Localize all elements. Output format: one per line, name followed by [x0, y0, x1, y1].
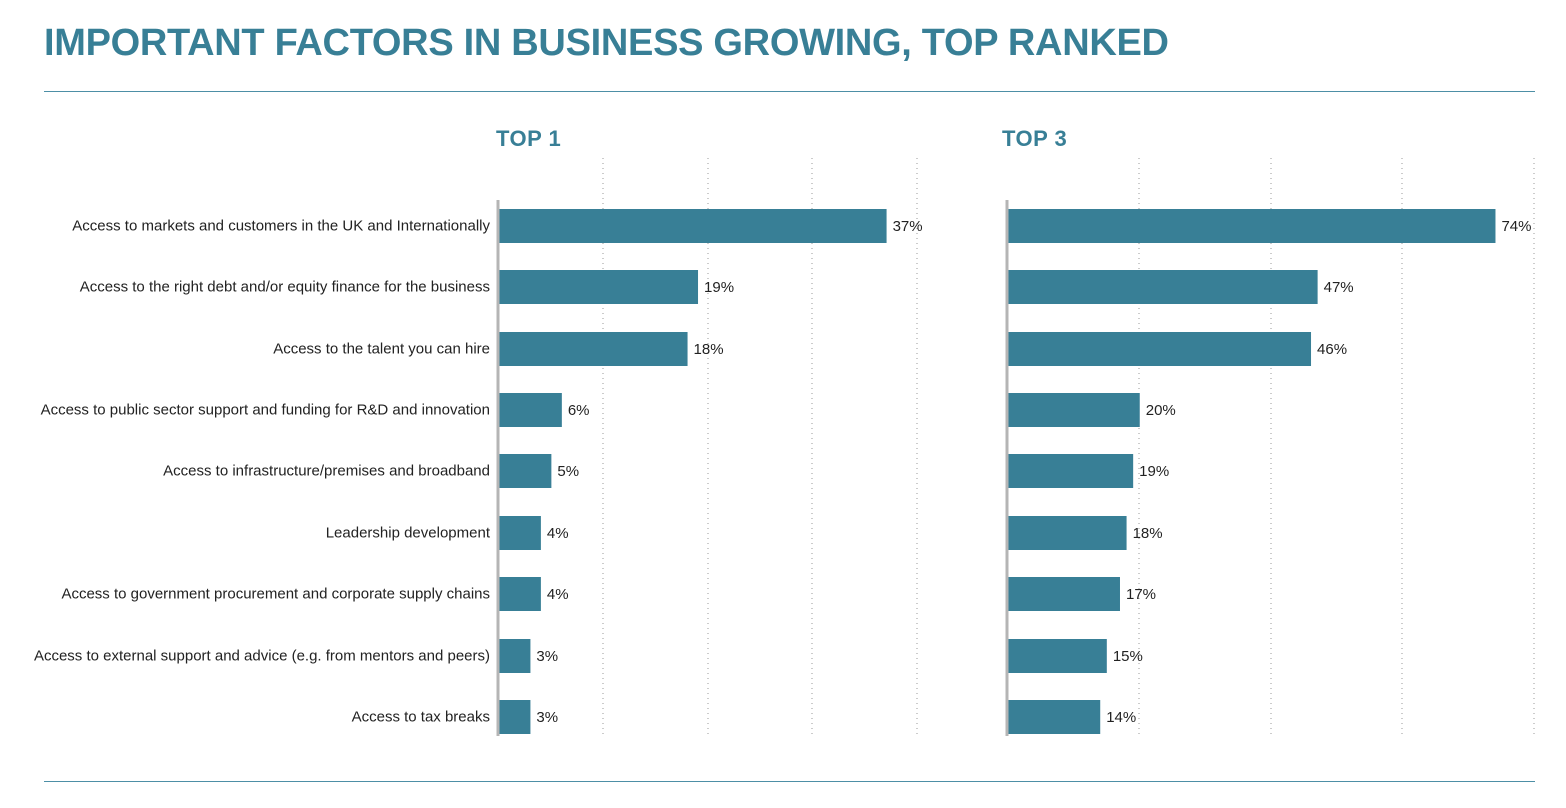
bar	[1008, 332, 1312, 366]
category-label: Access to markets and customers in the U…	[72, 217, 490, 235]
value-label: 14%	[1106, 709, 1136, 726]
value-label: 4%	[547, 586, 569, 603]
value-label: 3%	[536, 709, 558, 726]
bar	[499, 639, 531, 673]
bar	[499, 577, 541, 611]
value-label: 47%	[1324, 279, 1354, 296]
bar	[1008, 700, 1101, 734]
value-label: 46%	[1317, 341, 1347, 358]
value-label: 17%	[1126, 586, 1156, 603]
panel-title-top-3: TOP 3	[1002, 126, 1068, 151]
bar	[1008, 270, 1318, 304]
bar	[499, 209, 887, 243]
bar	[499, 454, 552, 488]
bar	[499, 516, 541, 550]
value-label: 6%	[568, 402, 590, 419]
bar	[1008, 454, 1134, 488]
category-label: Access to external support and advice (e…	[33, 647, 490, 665]
bar	[1008, 516, 1127, 550]
bar	[499, 393, 562, 427]
category-label: Access to the right debt and/or equity f…	[79, 278, 490, 296]
top-divider	[44, 91, 1535, 92]
chart-title: IMPORTANT FACTORS IN BUSINESS GROWING, T…	[44, 22, 1169, 64]
category-label: Leadership development	[325, 524, 490, 542]
panel-title-top-1: TOP 1	[496, 126, 562, 151]
value-label: 19%	[1139, 463, 1169, 480]
value-label: 3%	[536, 648, 558, 665]
value-label: 4%	[547, 525, 569, 542]
category-label: Access to tax breaks	[351, 708, 490, 726]
category-label: Access to government procurement and cor…	[61, 585, 490, 603]
category-label: Access to infrastructure/premises and br…	[163, 462, 490, 480]
bar	[1008, 577, 1120, 611]
bottom-divider	[44, 781, 1535, 782]
bar	[499, 270, 699, 304]
value-label: 20%	[1146, 402, 1176, 419]
value-label: 37%	[893, 218, 923, 235]
bar	[1008, 209, 1496, 243]
bar	[499, 700, 531, 734]
category-label: Access to public sector support and fund…	[40, 401, 490, 419]
value-label: 74%	[1501, 218, 1531, 235]
value-label: 15%	[1113, 648, 1143, 665]
category-label: Access to the talent you can hire	[273, 340, 490, 358]
value-label: 18%	[1133, 525, 1163, 542]
bar	[1008, 393, 1140, 427]
value-label: 5%	[557, 463, 579, 480]
bar	[499, 332, 688, 366]
value-label: 18%	[694, 341, 724, 358]
value-label: 19%	[704, 279, 734, 296]
bar	[1008, 639, 1107, 673]
